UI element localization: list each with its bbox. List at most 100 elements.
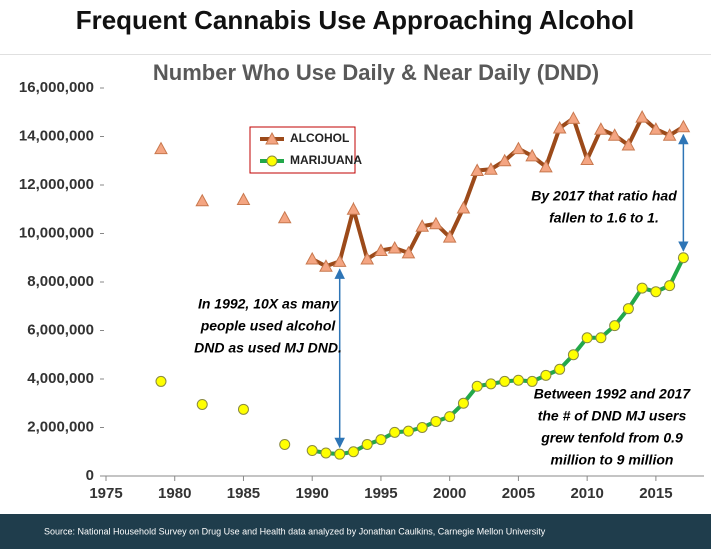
x-tick-label: 1975	[89, 485, 122, 502]
x-tick-label: 1980	[158, 485, 191, 502]
source: Source: National Household Survey on Dru…	[44, 526, 546, 536]
triangle-marker	[332, 254, 347, 267]
circle-marker	[196, 398, 208, 410]
circle-marker	[375, 434, 387, 446]
circle-marker	[444, 411, 456, 423]
y-tick-label: 4,000,000	[27, 370, 94, 387]
footer-bar	[0, 514, 711, 549]
y-tick-label: 8,000,000	[27, 273, 94, 290]
triangle-marker	[484, 162, 498, 175]
triangle-marker	[374, 243, 388, 256]
triangle-marker	[497, 153, 512, 167]
chart-title: Number Who Use Daily & Near Daily (DND)	[153, 60, 599, 85]
series-line	[311, 113, 685, 269]
annotation: the # of DND MJ users	[538, 408, 687, 424]
triangle-marker	[195, 193, 210, 207]
annotation: fallen to 1.6 to 1.	[549, 210, 659, 226]
circle-marker	[320, 447, 332, 459]
circle-marker	[567, 349, 579, 361]
triangle-marker	[635, 110, 649, 123]
circle-marker	[430, 415, 442, 427]
circle-marker	[471, 380, 483, 392]
circle-marker	[677, 252, 689, 264]
circle-marker	[306, 445, 318, 457]
triangle-marker	[415, 219, 430, 232]
circle-marker	[540, 369, 552, 381]
circle-marker	[512, 374, 524, 386]
triangle-marker	[539, 159, 553, 173]
circle-marker	[636, 282, 648, 294]
circle-marker	[650, 286, 662, 298]
triangle-marker	[346, 202, 361, 215]
triangle-marker	[580, 152, 594, 166]
legend-box	[249, 126, 356, 174]
triangle-marker	[429, 216, 443, 230]
y-tick-label: 10,000,000	[19, 224, 94, 241]
x-tick-label: 1985	[227, 485, 260, 502]
y-tick-label: 12,000,000	[19, 176, 94, 193]
legend-label: MARIJUANA	[290, 153, 362, 167]
triangle-marker	[525, 148, 540, 162]
triangle-marker	[607, 128, 622, 141]
y-tick-label: 6,000,000	[27, 321, 94, 338]
x-tick-label: 1990	[296, 485, 329, 502]
y-tick-label: 0	[86, 467, 94, 484]
triangle-marker	[154, 141, 168, 155]
triangle-marker	[236, 192, 251, 206]
circle-marker	[499, 375, 511, 387]
x-tick-label: 1995	[364, 485, 397, 502]
triangle-marker	[511, 141, 526, 155]
triangle-marker	[319, 259, 333, 272]
triangle-marker	[387, 241, 402, 254]
circle-marker	[361, 438, 373, 450]
circle-marker	[457, 397, 469, 409]
triangle-marker	[552, 120, 567, 134]
x-tick-label: 2000	[433, 485, 466, 502]
y-tick-label: 2,000,000	[27, 418, 94, 435]
annotation: By 2017 that ratio had	[531, 188, 677, 204]
y-tick-label: 16,000,000	[19, 79, 94, 96]
divider	[0, 54, 711, 55]
circle-marker	[595, 332, 607, 344]
circle-marker	[155, 375, 167, 387]
circle-marker	[266, 155, 278, 167]
triangle-marker	[265, 131, 279, 145]
triangle-marker	[621, 137, 636, 151]
triangle-marker	[676, 119, 691, 133]
circle-marker	[526, 375, 538, 387]
x-tick-label: 2005	[502, 485, 535, 502]
circle-marker	[622, 303, 634, 315]
triangle-marker	[442, 230, 457, 243]
annotation: DND as used MJ DND.	[194, 340, 342, 356]
triangle-marker	[305, 251, 320, 265]
circle-marker	[416, 422, 428, 433]
circle-marker	[237, 403, 249, 415]
triangle-marker	[456, 200, 471, 214]
triangle-marker	[401, 245, 416, 259]
page-title: Frequent Cannabis Use Approaching Alcoho…	[76, 5, 635, 35]
circle-marker	[279, 438, 291, 450]
triangle-marker	[662, 128, 677, 141]
x-tick-label: 2015	[639, 485, 672, 502]
legend-label: ALCOHOL	[290, 131, 349, 145]
circle-marker	[389, 426, 401, 438]
circle-marker	[347, 446, 359, 458]
annotation: Between 1992 and 2017	[534, 386, 692, 402]
triangle-marker	[594, 122, 608, 135]
circle-marker	[334, 448, 346, 460]
triangle-marker	[566, 111, 581, 124]
triangle-marker	[470, 163, 485, 176]
y-tick-label: 14,000,000	[19, 127, 94, 144]
circle-marker	[485, 378, 497, 390]
circle-marker	[402, 425, 414, 437]
annotation: million to 9 million	[551, 452, 674, 468]
annotation: In 1992, 10X as many	[198, 296, 339, 312]
triangle-marker	[649, 122, 663, 135]
series-line	[311, 256, 686, 457]
annotation: grew tenfold from 0.9	[540, 430, 683, 446]
circle-marker	[581, 332, 593, 344]
circle-marker	[609, 320, 621, 332]
triangle-marker	[277, 210, 292, 224]
